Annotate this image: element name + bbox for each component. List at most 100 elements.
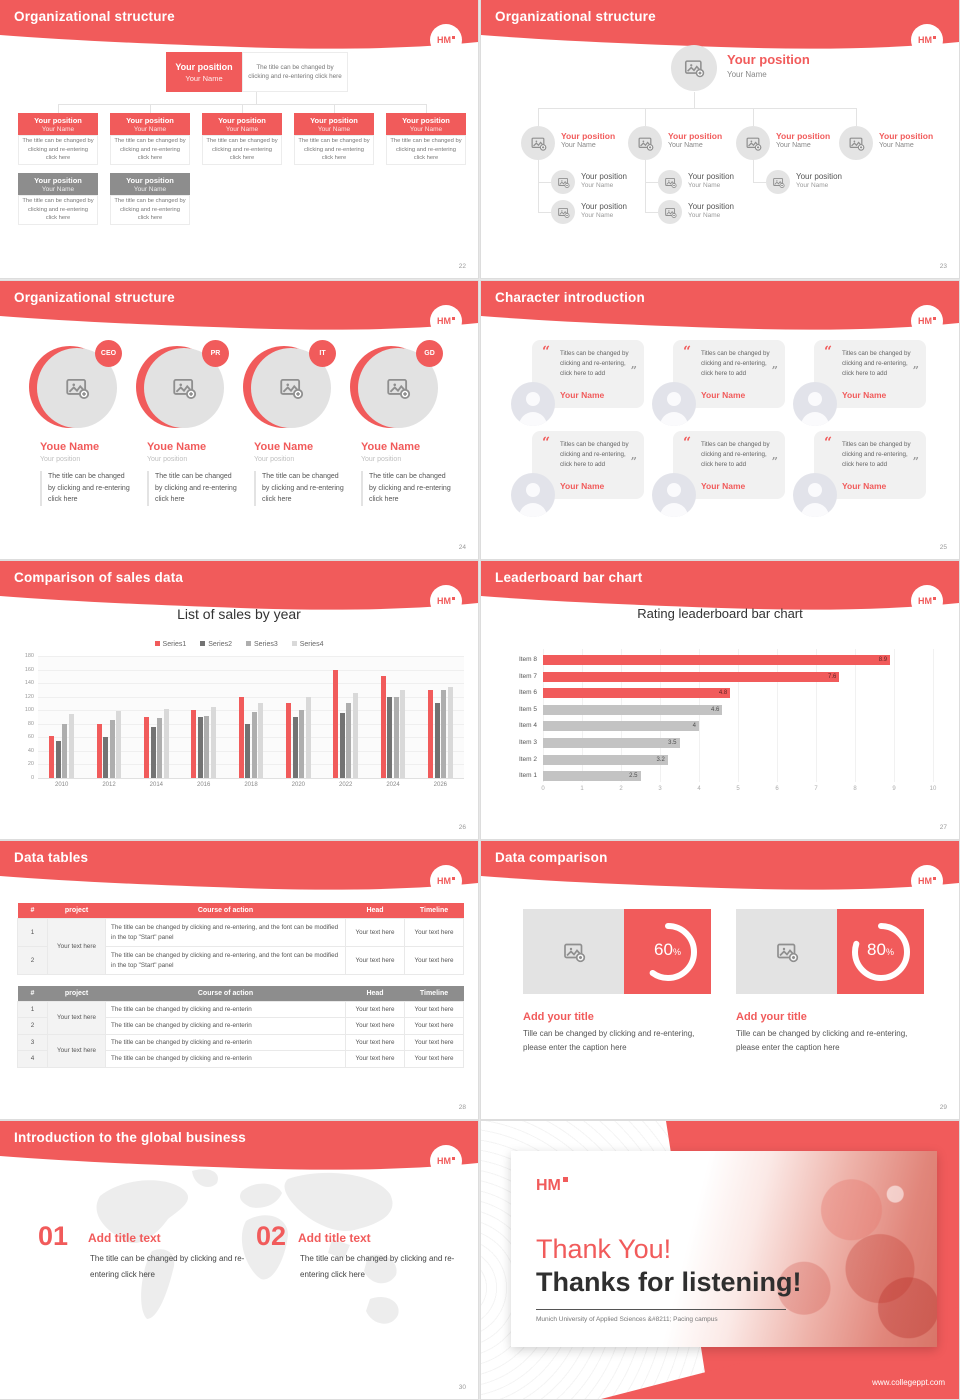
org-box-desc: The title can be changed by clicking and… <box>18 195 98 225</box>
card-caption: Tille can be changed by clicking and re-… <box>736 1029 908 1052</box>
name-label: Your Name <box>727 70 767 79</box>
position-label: Your position <box>879 131 934 141</box>
slide-22-org-structure[interactable]: Organizational structure HM Your positio… <box>0 0 478 278</box>
timeline-cell: Your text here <box>404 1017 464 1035</box>
row-number: 4 <box>17 1050 48 1068</box>
connector <box>150 104 151 113</box>
head-cell: Your text here <box>345 1050 405 1068</box>
head-cell: Your text here <box>345 1033 405 1052</box>
slide-31-thank-you[interactable]: HM Thank You! Thanks for listening! Muni… <box>481 1121 959 1399</box>
profile-circle: GD <box>350 340 446 430</box>
logo-square-icon <box>452 876 455 880</box>
org-box: Your position Your Name The title can be … <box>18 113 98 165</box>
quote-name: Your Name <box>701 481 746 491</box>
org-box-header: Your position Your Name <box>110 173 190 195</box>
position-label: Your position <box>218 115 266 125</box>
page-number: 29 <box>939 1104 947 1111</box>
card-title: Add your title <box>523 1011 594 1023</box>
col-header: Course of action <box>105 986 346 1002</box>
head-cell: Your text here <box>345 918 405 947</box>
person-icon <box>793 392 837 426</box>
org-box-desc: The title can be changed by clicking and… <box>202 135 282 165</box>
slide-24-org-structure[interactable]: Organizational structure HM CEO PR IT GD… <box>0 281 478 559</box>
person-desc: The title can be changed by clicking and… <box>40 471 130 506</box>
position-label: Your position <box>34 175 82 185</box>
slide-30-global-business[interactable]: Introduction to the global business HM 0… <box>0 1121 478 1399</box>
quote-name: Your Name <box>560 481 605 491</box>
person-icon <box>652 392 696 426</box>
org-root-desc: The title can be changed by clicking and… <box>242 52 348 92</box>
logo-square-icon <box>452 316 455 320</box>
org-box: Your position Your Name The title can be … <box>202 113 282 165</box>
percent-value: 80% <box>867 940 894 959</box>
quote-text: Titles can be changed by clicking and re… <box>701 441 770 468</box>
timeline-cell: Your text here <box>404 946 464 975</box>
hm-logo: HM <box>911 305 943 337</box>
quote-name: Your Name <box>842 390 887 400</box>
name-label: Your Name <box>185 73 223 83</box>
slide-23-org-structure[interactable]: Organizational structure HM Your positio… <box>481 0 959 278</box>
header-curve <box>0 281 478 330</box>
slide-title: Organizational structure <box>495 9 656 24</box>
image-add-icon <box>530 135 547 152</box>
avatar-placeholder <box>658 200 682 224</box>
slide-28-data-tables[interactable]: Data tables HM # project Course of actio… <box>0 841 478 1119</box>
name-label: Your Name <box>796 182 829 189</box>
person-desc: The title can be changed by clicking and… <box>147 471 237 506</box>
name-label: Your Name <box>133 125 167 133</box>
avatar-placeholder <box>671 45 717 91</box>
profile-circle: PR <box>136 340 232 430</box>
org-box-desc: The title can be changed by clicking and… <box>18 135 98 165</box>
grouped-bar-chart: 0 20 40 60 80 100 120 140 160 180 2010 2012 2014 2016… <box>25 653 464 788</box>
org-box-gray: Your position Your Name The title can be … <box>110 173 190 225</box>
role-badge: CEO <box>95 340 122 367</box>
connector <box>538 108 856 109</box>
open-quote-icon: “ <box>542 435 551 451</box>
timeline-cell: Your text here <box>404 918 464 947</box>
org-box-header: Your position Your Name <box>110 113 190 135</box>
slide-26-sales-comparison[interactable]: Comparison of sales data HM List of sale… <box>0 561 478 839</box>
position-label: Your position <box>776 131 831 141</box>
course-cell: The title can be changed by clicking and… <box>105 946 346 975</box>
person-avatar <box>793 473 837 517</box>
thank-you-text: Thank You! <box>536 1234 672 1264</box>
course-cell: The title can be changed by clicking and… <box>105 1000 346 1019</box>
hm-logo-text: HM <box>918 316 932 326</box>
quote-name: Your Name <box>560 390 605 400</box>
slide-27-leaderboard[interactable]: Leaderboard bar chart HM Rating leaderbo… <box>481 561 959 839</box>
percent-panel: 60% <box>624 909 711 994</box>
logo-square-icon <box>452 596 455 600</box>
hm-logo-text: HM <box>536 1177 561 1194</box>
col-header: Timeline <box>404 903 464 919</box>
person-avatar <box>652 473 696 517</box>
row-number: 1 <box>17 1000 48 1019</box>
name-label: Your Name <box>668 142 703 149</box>
project-cell: Your text here <box>47 1033 106 1068</box>
position-label: Your position <box>126 115 174 125</box>
position-label: Your position <box>727 52 810 67</box>
chart-title: List of sales by year <box>177 606 301 622</box>
table-header-row: # project Course of action Head Timeline <box>17 986 464 1002</box>
slide-25-character-introduction[interactable]: Character introduction HM “ Titles can be… <box>481 281 959 559</box>
quote-name: Your Name <box>842 481 887 491</box>
slide-title: Leaderboard bar chart <box>495 570 643 585</box>
org-box-desc: The title can be changed by clicking and… <box>386 135 466 165</box>
head-cell: Your text here <box>345 1000 405 1019</box>
image-add-icon <box>775 940 799 964</box>
col-header: Head <box>345 903 405 919</box>
position-label: Your position <box>688 172 734 181</box>
step-number: 01 <box>38 1221 69 1251</box>
person-position: Your position <box>40 456 81 463</box>
name-label: Your Name <box>688 212 721 219</box>
hm-logo-text: HM <box>918 596 932 606</box>
page-number: 22 <box>458 263 466 270</box>
slide-29-data-comparison[interactable]: Data comparison HM 60% 80% Add your titl… <box>481 841 959 1119</box>
card-title: Add your title <box>736 1011 807 1023</box>
person-position: Your position <box>254 456 295 463</box>
step-title: Add title text <box>88 1231 161 1245</box>
avatar-placeholder <box>551 170 575 194</box>
image-add-icon <box>562 940 586 964</box>
person-icon <box>652 483 696 517</box>
hm-logo: HM <box>536 1177 568 1195</box>
image-add-icon <box>683 57 705 79</box>
